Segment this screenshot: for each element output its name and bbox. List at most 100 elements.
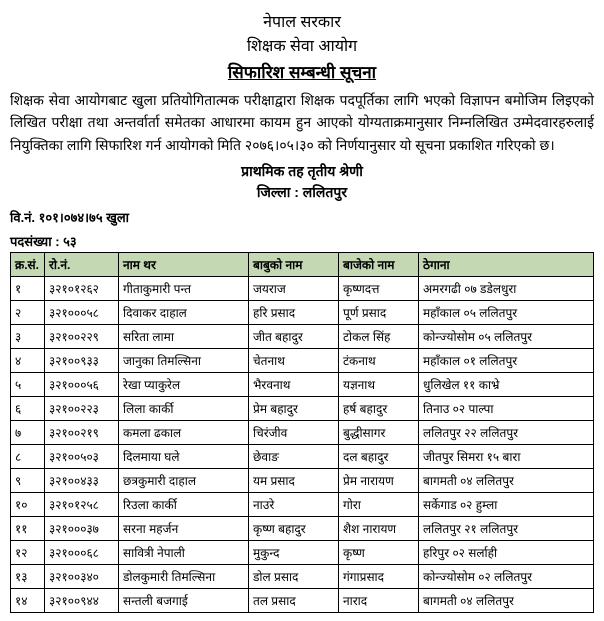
table-cell: गंगाप्रसाद xyxy=(339,565,419,589)
table-row: ४३२१००९३३जानुका तिमल्सिनाचेतनाथटंकनाथमहा… xyxy=(11,349,594,373)
table-cell: छत्रकुमारी दाहाल xyxy=(119,469,249,493)
table-row: ७३२१००२१९कमला ढकालचिरंजीवबुद्धीसागरललितप… xyxy=(11,421,594,445)
table-cell: कृष्ण बहादुर xyxy=(249,517,339,541)
table-cell: शैश नारायण xyxy=(339,517,419,541)
table-row: २३२१०००५८दिवाकर दाहालहरि प्रसादपूर्ण प्र… xyxy=(11,301,594,325)
table-cell: ६ xyxy=(11,397,45,421)
table-row: ५३२१०००५६रेखा प्याकुरेलभैरवनाथयज्ञनाथधुल… xyxy=(11,373,594,397)
table-row: १३३२१००३४०डोलकुमारी तिमल्सिनाडोल प्रसादग… xyxy=(11,565,594,589)
table-cell: ३२१००२२३ xyxy=(45,397,119,421)
table-cell: दल बहादुर xyxy=(339,445,419,469)
table-cell: ३२१००२२९ xyxy=(45,325,119,349)
table-cell: ५ xyxy=(11,373,45,397)
advertisement-number: वि.नं. १०१।०७४।७५ खुला xyxy=(10,208,594,226)
table-cell: टोकल सिंह xyxy=(339,325,419,349)
table-cell: हरिपुर ०२ सर्लाही xyxy=(419,541,594,565)
table-row: १२३२१०००६८सावित्री नेपालीमुकुन्दकृष्णहरि… xyxy=(11,541,594,565)
table-cell: मुकुन्द xyxy=(249,541,339,565)
table-cell: चेतनाथ xyxy=(249,349,339,373)
column-header: ठेगाना xyxy=(419,253,594,277)
table-cell: ४ xyxy=(11,349,45,373)
table-cell: जयराज xyxy=(249,277,339,301)
table-cell: डोल प्रसाद xyxy=(249,565,339,589)
table-cell: बागमती ०४ ललितपुर xyxy=(419,589,594,613)
table-cell: जानुका तिमल्सिना xyxy=(119,349,249,373)
table-cell: टंकनाथ xyxy=(339,349,419,373)
table-cell: १३ xyxy=(11,565,45,589)
level-heading: प्राथमिक तह तृतीय श्रेणी xyxy=(10,162,594,181)
table-cell: कृष्णदत्त xyxy=(339,277,419,301)
table-cell: अमरगढी ०७ डडेलधुरा xyxy=(419,277,594,301)
table-cell: धुलिखेल ११ काभ्रे xyxy=(419,373,594,397)
table-cell: ३२१०१२५८ xyxy=(45,493,119,517)
result-table: क्र.सं.रो.नं.नाम थरबाबुको नामबाजेको नामठ… xyxy=(10,252,594,613)
table-cell: प्रेम बहादुर xyxy=(249,397,339,421)
table-cell: ३२१००५०३ xyxy=(45,445,119,469)
table-cell: बागमती ०४ ललितपुर xyxy=(419,469,594,493)
table-cell: दिलमाया घले xyxy=(119,445,249,469)
column-header: बाजेको नाम xyxy=(339,253,419,277)
table-cell: १२ xyxy=(11,541,45,565)
table-row: ९३२१००४३३छत्रकुमारी दाहालयम प्रसादप्रेम … xyxy=(11,469,594,493)
table-cell: गोरा xyxy=(339,493,419,517)
table-row: ८३२१००५०३दिलमाया घलेछेवाङदल बहादुरजीतपुर… xyxy=(11,445,594,469)
notice-title: सिफारिश सम्बन्धी सूचना xyxy=(10,60,594,83)
table-row: ११३२१०००३७सरना महर्जनकृष्ण बहादुरशैश नार… xyxy=(11,517,594,541)
table-cell: डोलकुमारी तिमल्सिना xyxy=(119,565,249,589)
column-header: रो.नं. xyxy=(45,253,119,277)
table-cell: सरना महर्जन xyxy=(119,517,249,541)
table-cell: ३२१०००५८ xyxy=(45,301,119,325)
table-cell: तिनाउ ०२ पाल्पा xyxy=(419,397,594,421)
table-cell: ललितपुर २२ ललितपुर xyxy=(419,421,594,445)
table-cell: बुद्धीसागर xyxy=(339,421,419,445)
table-cell: ३२१००२१९ xyxy=(45,421,119,445)
table-row: ६३२१००२२३लिला कार्कीप्रेम बहादुरहर्ष बहा… xyxy=(11,397,594,421)
table-cell: नाराद xyxy=(339,589,419,613)
table-cell: कमला ढकाल xyxy=(119,421,249,445)
table-cell: यज्ञनाथ xyxy=(339,373,419,397)
table-cell: लिला कार्की xyxy=(119,397,249,421)
table-cell: महाँकाल ०१ ललितपुर xyxy=(419,349,594,373)
table-cell: ३२१००९३३ xyxy=(45,349,119,373)
table-cell: रेखा प्याकुरेल xyxy=(119,373,249,397)
table-cell: ३२१०१२६२ xyxy=(45,277,119,301)
column-header: बाबुको नाम xyxy=(249,253,339,277)
table-row: १४३२१००९४४सन्तली बजगाईतल प्रसादनारादबागम… xyxy=(11,589,594,613)
table-cell: तल प्रसाद xyxy=(249,589,339,613)
table-cell: महाँकाल ०५ ललितपुर xyxy=(419,301,594,325)
table-cell: जीतपुर सिमरा १५ बारा xyxy=(419,445,594,469)
table-cell: ललितपुर २१ ललितपुर xyxy=(419,517,594,541)
table-row: १३२१०१२६२गीताकुमारी पन्तजयराजकृष्णदत्तअम… xyxy=(11,277,594,301)
table-cell: सावित्री नेपाली xyxy=(119,541,249,565)
table-cell: दिवाकर दाहाल xyxy=(119,301,249,325)
table-cell: कृष्ण xyxy=(339,541,419,565)
table-cell: ३२१०००३७ xyxy=(45,517,119,541)
table-cell: सर्केगाड ०२ हुम्ला xyxy=(419,493,594,517)
table-cell: २ xyxy=(11,301,45,325)
table-row: १०३२१०१२५८रिउला कार्कीनाउरेगोरासर्केगाड … xyxy=(11,493,594,517)
table-cell: कोन्ज्योसोम ०२ ललितपुर xyxy=(419,565,594,589)
gov-name: नेपाल सरकार xyxy=(10,10,594,32)
table-cell: ७ xyxy=(11,421,45,445)
table-cell: प्रेम नारायण xyxy=(339,469,419,493)
table-cell: १ xyxy=(11,277,45,301)
table-cell: कोन्ज्योसोम ०५ ललितपुर xyxy=(419,325,594,349)
column-header: क्र.सं. xyxy=(11,253,45,277)
table-cell: छेवाङ xyxy=(249,445,339,469)
table-cell: नाउरे xyxy=(249,493,339,517)
table-cell: सरिता लामा xyxy=(119,325,249,349)
table-cell: यम प्रसाद xyxy=(249,469,339,493)
column-header: नाम थर xyxy=(119,253,249,277)
table-body: १३२१०१२६२गीताकुमारी पन्तजयराजकृष्णदत्तअम… xyxy=(11,277,594,613)
table-cell: ३२१००३४० xyxy=(45,565,119,589)
table-cell: ३२१०००६८ xyxy=(45,541,119,565)
table-cell: जीत बहादुर xyxy=(249,325,339,349)
table-cell: १० xyxy=(11,493,45,517)
table-cell: सन्तली बजगाई xyxy=(119,589,249,613)
seat-count: पदसंख्या : ५३ xyxy=(10,232,594,250)
notice-paragraph: शिक्षक सेवा आयोगबाट खुला प्रतियोगितात्मक… xyxy=(10,89,594,156)
table-cell: रिउला कार्की xyxy=(119,493,249,517)
table-cell: हरि प्रसाद xyxy=(249,301,339,325)
table-cell: ३२१०००५६ xyxy=(45,373,119,397)
table-cell: चिरंजीव xyxy=(249,421,339,445)
